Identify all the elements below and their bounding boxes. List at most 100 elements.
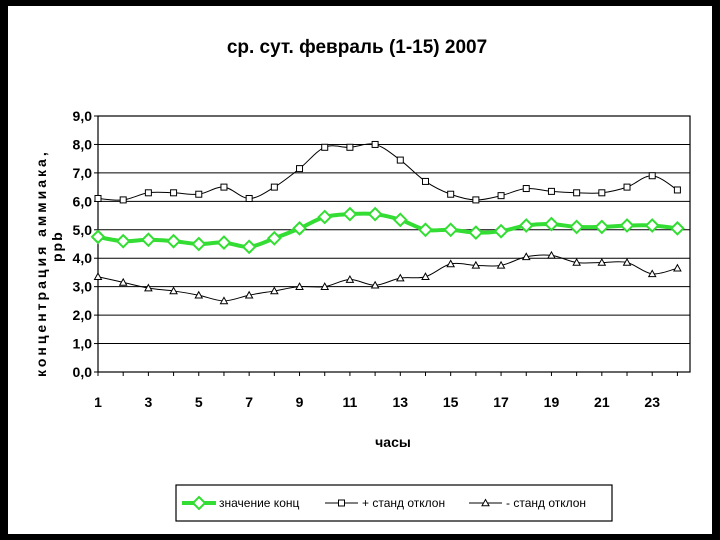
data-point-square: [94, 194, 102, 202]
y-axis-label-unit: ppb: [49, 230, 65, 262]
data-point-diamond: [518, 218, 534, 233]
y-axis-label: концентрация аммиака,: [33, 149, 49, 377]
data-point-triangle: [673, 263, 682, 272]
data-point-square: [144, 189, 152, 197]
data-point-diamond: [392, 212, 408, 228]
x-tick-label: 11: [343, 394, 358, 410]
legend-label: - станд отклон: [506, 496, 586, 510]
series-1: [94, 140, 681, 204]
series-line: [97, 143, 678, 201]
data-point-square: [338, 499, 345, 507]
series-line: [97, 254, 678, 302]
data-point-diamond: [569, 219, 585, 235]
data-point-square: [497, 192, 505, 200]
data-point-square: [371, 140, 379, 148]
series-layer: [90, 140, 685, 305]
data-point-square: [573, 189, 581, 197]
data-point-square: [522, 185, 530, 193]
data-point-triangle: [421, 272, 430, 281]
data-point-diamond: [216, 235, 232, 250]
x-tick-label: 5: [195, 394, 203, 410]
x-tick-label: 15: [443, 394, 459, 410]
legend-label: значение конц: [219, 496, 299, 510]
data-point-triangle: [93, 272, 103, 281]
data-point-square: [623, 183, 631, 191]
data-point-square: [321, 143, 329, 151]
data-point-triangle: [395, 273, 405, 282]
legend-box: [175, 484, 613, 522]
data-point-square: [648, 172, 656, 180]
legend-label: + станд отклон: [362, 496, 445, 510]
data-point-diamond: [90, 229, 106, 245]
data-point-square: [447, 190, 455, 198]
data-point-square: [598, 189, 606, 197]
x-axis-label: часы: [375, 434, 411, 450]
data-point-square: [220, 183, 228, 191]
data-point-square: [245, 194, 253, 202]
data-point-diamond: [493, 223, 509, 239]
data-point-diamond: [317, 209, 333, 225]
data-point-diamond: [292, 220, 307, 236]
y-tick-label: 4,0: [73, 250, 93, 266]
data-point-triangle: [521, 252, 531, 261]
y-tick-label: 7,0: [73, 165, 93, 181]
data-point-square: [421, 177, 429, 185]
data-point-square: [396, 156, 404, 164]
data-point-triangle: [572, 257, 581, 266]
data-point-square: [346, 143, 354, 151]
data-point-triangle: [345, 275, 355, 283]
x-tick-label: 1: [94, 394, 102, 410]
data-point-triangle: [471, 260, 481, 269]
data-point-diamond: [544, 216, 559, 232]
data-point-diamond: [443, 222, 459, 238]
data-point-diamond: [266, 230, 282, 246]
data-point-diamond: [644, 218, 660, 233]
data-point-triangle: [647, 269, 657, 278]
x-tick-label: 7: [245, 394, 253, 410]
data-point-triangle: [118, 277, 128, 286]
x-tick-label: 13: [393, 394, 409, 410]
data-point-triangle: [144, 283, 153, 292]
data-point-diamond: [669, 220, 685, 236]
data-point-diamond: [191, 495, 207, 511]
legend: значение конц + станд отклон - станд откло…: [175, 484, 613, 522]
data-point-diamond: [342, 206, 358, 222]
y-tick-label: 2,0: [73, 307, 93, 323]
data-point-triangle: [496, 260, 506, 269]
slide-background: [8, 6, 712, 534]
data-point-triangle: [446, 259, 456, 268]
y-tick-label: 1,0: [73, 336, 93, 352]
x-axis-ticks: 1 3 5 7 9 11 13 15 17 19 21 23: [94, 372, 678, 410]
data-point-triangle: [169, 286, 178, 295]
y-tick-label: 6,0: [73, 193, 93, 209]
data-point-diamond: [594, 219, 610, 235]
data-point-square: [547, 187, 555, 195]
data-point-triangle: [597, 257, 607, 266]
data-point-triangle: [370, 280, 380, 289]
y-tick-label: 3,0: [73, 279, 93, 295]
y-tick-label: 5,0: [73, 222, 93, 238]
data-point-diamond: [115, 233, 131, 249]
data-point-square: [195, 190, 203, 198]
data-point-diamond: [191, 236, 207, 252]
data-point-square: [119, 196, 127, 204]
series-2: [93, 250, 682, 305]
data-point-triangle: [295, 282, 304, 290]
x-tick-label: 9: [296, 394, 304, 410]
y-tick-label: 0,0: [73, 364, 93, 380]
data-point-square: [170, 189, 178, 197]
data-point-triangle: [622, 257, 632, 266]
data-point-triangle: [547, 250, 556, 259]
data-point-triangle: [481, 498, 490, 507]
data-point-diamond: [241, 239, 257, 255]
x-tick-label: 17: [493, 394, 509, 410]
x-tick-label: 23: [644, 394, 660, 410]
y-axis-ticks: 0,0 1,0 2,0 3,0 4,0 5,0 6,0 7,0 8,0 9,0: [73, 108, 98, 380]
data-point-diamond: [418, 222, 433, 238]
x-tick-label: 21: [594, 394, 610, 410]
grid: [98, 143, 690, 345]
y-tick-label: 8,0: [73, 136, 93, 152]
data-point-diamond: [367, 206, 383, 222]
data-point-diamond: [619, 218, 635, 233]
